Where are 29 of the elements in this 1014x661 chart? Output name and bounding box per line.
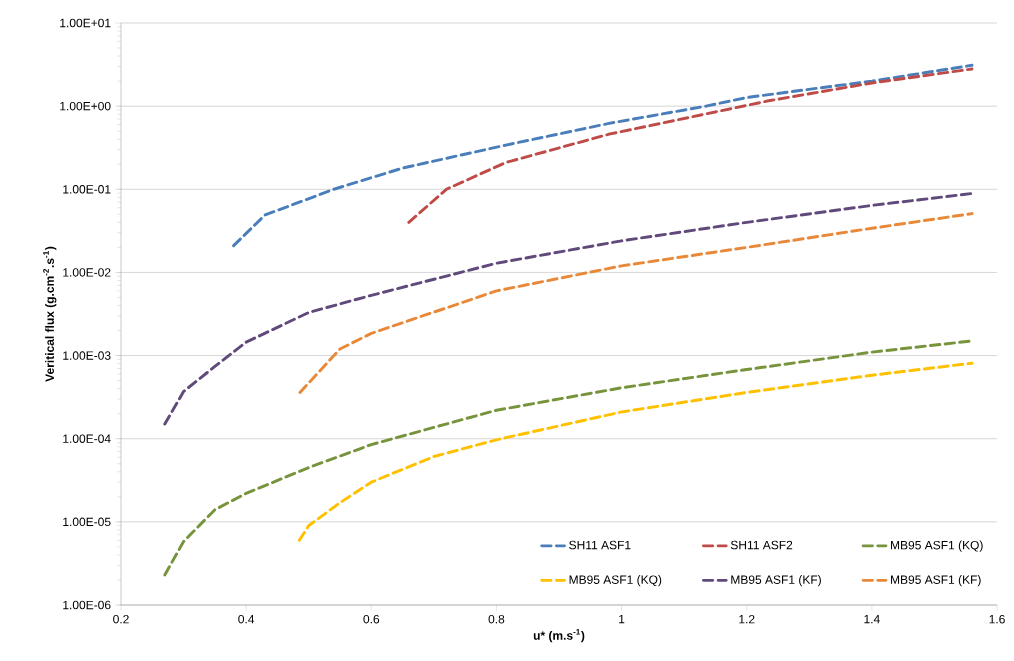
legend-label: MB95 ASF1 (KQ) <box>569 575 662 587</box>
y-tick-label: 1.00E-06 <box>63 600 111 610</box>
legend-label: MB95 ASF1 (KQ) <box>891 540 983 552</box>
x-tick-label: 0.6 <box>363 614 380 624</box>
legend-label: SH11 ASF1 <box>569 540 631 550</box>
y-tick-label: 1.00E-02 <box>63 268 111 277</box>
x-tick-label: 0.2 <box>113 614 129 624</box>
line-series <box>298 212 974 394</box>
x-axis-title: u* (m.s$^{-1}$) <box>533 629 585 643</box>
y-tick-label: 1.00E+01 <box>60 18 111 28</box>
x-tick-label: 1 <box>619 614 625 624</box>
legend-label: MB95 ASF1 (KF) <box>891 575 981 587</box>
legend-label: MB95 ASF1 (KF) <box>731 575 821 587</box>
y-axis-title: Veritical flux (g.cm$^{-2}$.s$^{-1}$) <box>43 246 57 382</box>
line-series <box>163 192 974 426</box>
legend-label: SH11 ASF2 <box>730 540 793 550</box>
y-tick-label: 1.00E-03 <box>63 351 111 360</box>
x-tick-label: 0.4 <box>238 614 255 624</box>
y-tick-label: 1.00E-05 <box>63 517 111 527</box>
y-tick-label: 1.00E-01 <box>63 185 111 194</box>
line-series <box>232 63 974 248</box>
x-tick-label: 1.6 <box>989 614 1005 624</box>
x-tick-label: 1.4 <box>864 614 880 624</box>
y-tick-label: 1.00E+00 <box>60 101 111 111</box>
x-tick-label: 0.8 <box>488 614 505 624</box>
x-tick-label: 1.2 <box>739 614 755 624</box>
line-series <box>297 361 974 542</box>
line-series <box>407 67 974 224</box>
y-tick-label: 1.00E-04 <box>63 434 111 443</box>
